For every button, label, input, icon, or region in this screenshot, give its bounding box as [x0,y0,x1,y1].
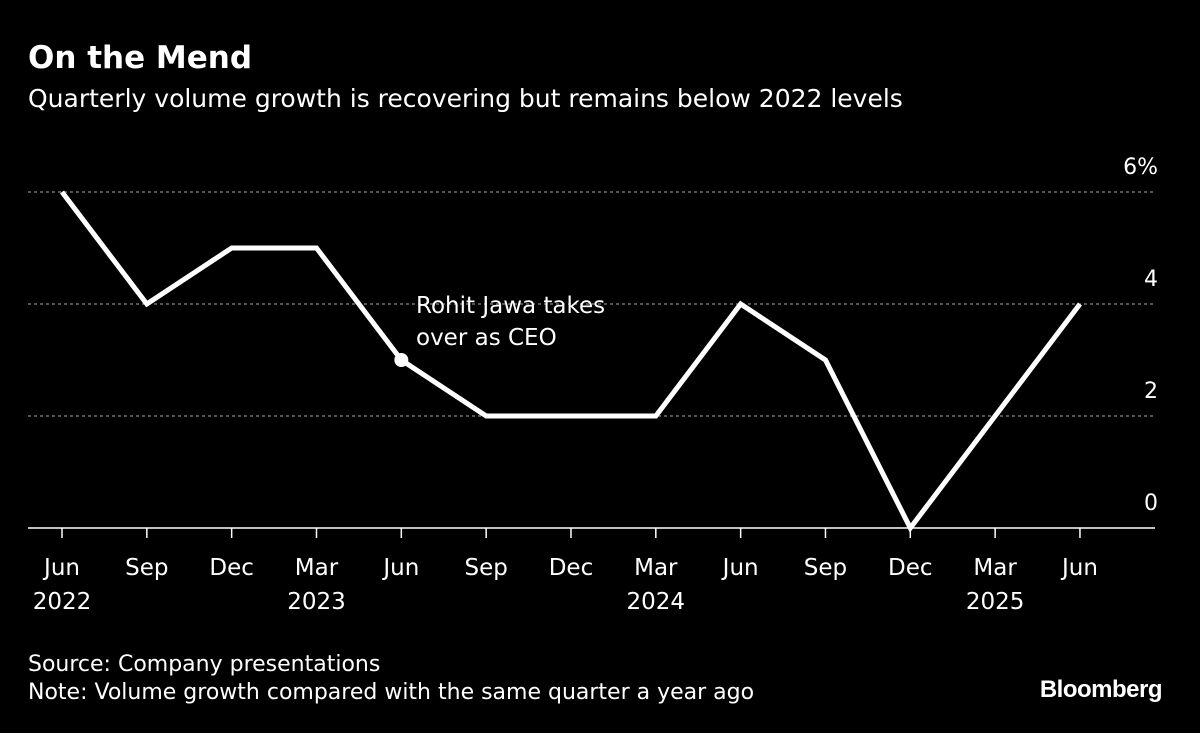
y-tick-label: 2 [1144,379,1158,404]
data-line [60,190,1082,533]
footnote: Note: Volume growth compared with the sa… [28,680,755,705]
x-tick-label: Sep [125,555,168,581]
x-tick-year-label: 2022 [33,589,92,615]
y-tick-label: 0 [1144,491,1158,516]
annotation-text: over as CEO [416,325,557,351]
annotation-text: Rohit Jawa takes [416,293,605,319]
x-tick-label: Jun [42,555,80,581]
x-tick-label: Jun [1060,555,1098,581]
x-tick-year-label: 2024 [627,589,686,615]
bloomberg-logo: Bloomberg [1039,676,1163,703]
x-tick-label: Jun [381,555,419,581]
source-note: Source: Company presentations [28,652,381,677]
annotation-marker [394,353,409,367]
y-tick-label: 6% [1123,155,1158,180]
x-tick-label: Mar [973,555,1017,581]
chart-title: On the Mend [28,40,253,76]
chart-subtitle: Quarterly volume growth is recovering bu… [28,84,903,113]
x-tick-label: Dec [549,555,594,581]
x-tick-label: Jun [721,555,759,581]
x-tick-label: Dec [888,555,933,581]
x-tick-year-label: 2023 [287,589,346,615]
x-tick-label: Mar [295,555,339,581]
x-tick-label: Sep [804,555,847,581]
x-tick-year-label: 2025 [966,589,1025,615]
x-tick-label: Sep [464,555,507,581]
x-tick-label: Mar [634,555,678,581]
x-tick-label: Dec [209,555,254,581]
y-tick-label: 4 [1144,267,1158,292]
